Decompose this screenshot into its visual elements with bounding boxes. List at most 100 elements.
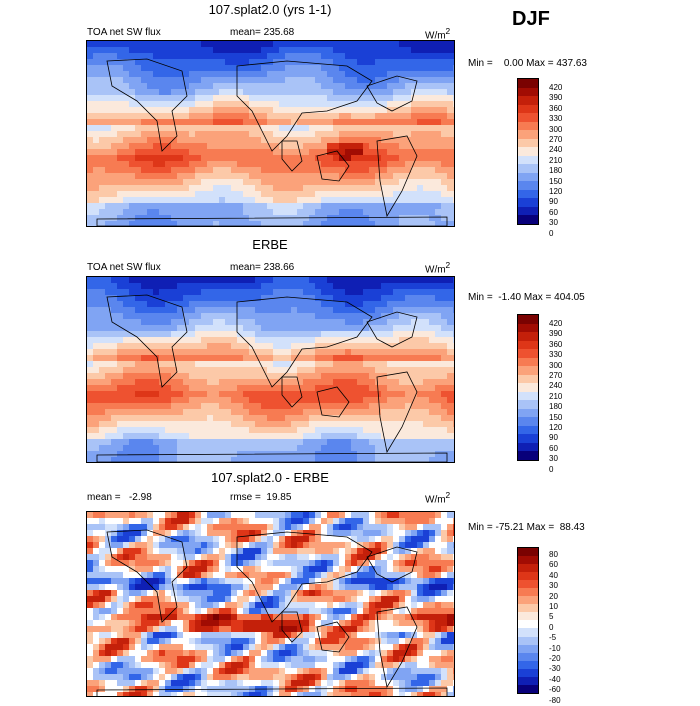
field-cell	[369, 379, 376, 386]
field-cell	[267, 131, 274, 138]
field-cell	[105, 319, 112, 326]
field-cell	[279, 161, 286, 168]
field-cell	[357, 343, 364, 350]
field-cell	[213, 179, 220, 186]
field-cell	[429, 415, 436, 422]
field-cell	[243, 355, 250, 362]
field-cell	[261, 113, 268, 120]
field-cell	[255, 367, 262, 374]
field-cell	[189, 409, 196, 416]
field-cell	[213, 542, 220, 549]
field-cell	[171, 409, 178, 416]
field-cell	[333, 59, 340, 66]
field-cell	[231, 289, 238, 296]
field-cell	[243, 512, 250, 519]
field-cell	[357, 209, 364, 216]
field-cell	[219, 41, 226, 48]
season-label: DJF	[512, 8, 550, 30]
field-cell	[141, 343, 148, 350]
panel-2-minmax: Min = -1.40 Max = 404.05	[468, 292, 585, 303]
field-cell	[147, 439, 154, 446]
field-cell	[117, 221, 124, 226]
field-cell	[183, 445, 190, 452]
field-cell	[195, 107, 202, 114]
field-cell	[213, 421, 220, 428]
field-cell	[135, 439, 142, 446]
field-cell	[441, 101, 448, 108]
field-cell	[321, 548, 328, 555]
field-cell	[249, 65, 256, 72]
field-cell	[441, 379, 448, 386]
field-cell	[177, 560, 184, 567]
field-cell	[135, 542, 142, 549]
field-cell	[219, 47, 226, 54]
field-cell	[129, 524, 136, 531]
field-cell	[369, 439, 376, 446]
field-cell	[363, 602, 370, 609]
field-cell	[87, 289, 94, 296]
colorbar-tick-label: 120	[549, 423, 563, 433]
field-cell	[207, 65, 214, 72]
field-cell	[219, 602, 226, 609]
field-cell	[111, 590, 118, 597]
field-cell	[165, 512, 172, 519]
field-cell	[357, 560, 364, 567]
field-cell	[303, 301, 310, 308]
field-cell	[87, 149, 94, 156]
field-cell	[441, 277, 448, 284]
field-cell	[123, 373, 130, 380]
field-cell	[207, 125, 214, 132]
field-cell	[195, 125, 202, 132]
field-cell	[105, 89, 112, 96]
field-cell	[255, 518, 262, 525]
field-cell	[435, 77, 442, 84]
field-cell	[423, 421, 430, 428]
field-cell	[219, 325, 226, 332]
field-cell	[231, 185, 238, 192]
field-cell	[435, 277, 442, 284]
field-cell	[237, 77, 244, 84]
field-cell	[291, 331, 298, 338]
field-cell	[321, 554, 328, 561]
field-cell	[273, 203, 280, 210]
field-cell	[297, 53, 304, 60]
field-cell	[285, 113, 292, 120]
field-cell	[195, 53, 202, 60]
field-cell	[153, 209, 160, 216]
field-cell	[249, 578, 256, 585]
field-cell	[105, 277, 112, 284]
field-cell	[189, 590, 196, 597]
panel-1-field-label: TOA net SW flux	[87, 27, 161, 38]
field-cell	[339, 608, 346, 615]
field-cell	[279, 518, 286, 525]
field-cell	[309, 319, 316, 326]
field-cell	[447, 143, 454, 150]
field-cell	[183, 107, 190, 114]
field-cell	[117, 578, 124, 585]
field-cell	[189, 584, 196, 591]
field-cell	[129, 113, 136, 120]
field-cell	[423, 379, 430, 386]
field-cell	[387, 179, 394, 186]
field-cell	[273, 173, 280, 180]
field-cell	[381, 343, 388, 350]
field-cell	[417, 409, 424, 416]
field-cell	[87, 191, 94, 198]
field-cell	[303, 403, 310, 410]
field-cell	[105, 349, 112, 356]
field-cell	[255, 155, 262, 162]
field-cell	[291, 391, 298, 398]
field-cell	[267, 355, 274, 362]
field-cell	[99, 524, 106, 531]
field-cell	[243, 385, 250, 392]
field-cell	[315, 337, 322, 344]
field-cell	[267, 415, 274, 422]
field-cell	[171, 59, 178, 66]
field-cell	[255, 143, 262, 150]
field-cell	[99, 101, 106, 108]
field-cell	[129, 185, 136, 192]
field-cell	[399, 179, 406, 186]
field-cell	[219, 385, 226, 392]
field-cell	[453, 89, 454, 96]
field-cell	[231, 584, 238, 591]
